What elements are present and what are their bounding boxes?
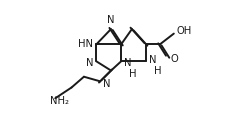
Text: OH: OH (177, 26, 192, 36)
Text: N: N (103, 79, 111, 89)
Text: HN: HN (78, 39, 93, 49)
Text: H: H (129, 69, 136, 79)
Text: N: N (149, 55, 157, 65)
Text: N: N (124, 58, 132, 68)
Text: H: H (154, 66, 161, 76)
Text: O: O (171, 54, 178, 64)
Text: NH₂: NH₂ (50, 96, 69, 106)
Text: N: N (86, 58, 93, 68)
Text: N: N (107, 15, 115, 25)
